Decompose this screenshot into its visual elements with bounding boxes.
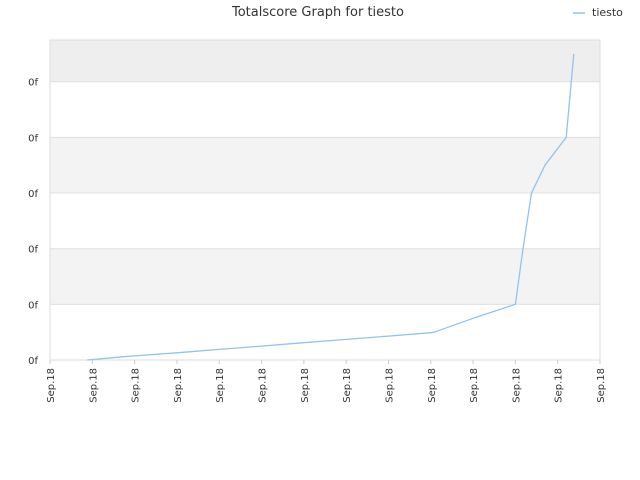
x-tick-label: Sep.18 — [131, 368, 142, 403]
x-tick-label: Sep.18 — [258, 368, 269, 403]
x-tick-label: Sep.18 — [511, 368, 522, 403]
x-tick-label: Sep.18 — [469, 368, 480, 403]
y-tick-label: 0f — [28, 300, 38, 311]
y-tick-label: 0f — [28, 78, 38, 89]
x-tick-label: Sep.18 — [384, 368, 395, 403]
x-tick-label: Sep.18 — [173, 368, 184, 403]
x-tick-label: Sep.18 — [427, 368, 438, 403]
grid-lines — [50, 81, 600, 305]
legend-label-tiesto: tiesto — [592, 6, 623, 19]
y-tick-label: 0f — [28, 189, 38, 200]
x-tick-label: Sep.18 — [300, 368, 311, 403]
series-layer — [87, 53, 575, 361]
y-axis-ticks: 0f 0f 0f 0f 0f 0f — [28, 78, 38, 367]
plot-band — [50, 81, 600, 138]
plot-band — [50, 193, 600, 249]
series-line-tiesto — [87, 53, 575, 361]
plot-band — [50, 304, 600, 360]
plot-frame — [49, 39, 601, 361]
y-tick-label: 0f — [28, 356, 38, 367]
plot-band — [50, 248, 600, 305]
chart-title: Totalscore Graph for tiesto — [231, 5, 404, 20]
plot-band — [50, 40, 600, 82]
x-tick-label: Sep.18 — [596, 368, 607, 403]
x-axis-ticks: Sep.18 Sep.18 Sep.18 Sep.18 Sep.18 Sep.18 Sep.… — [46, 360, 607, 403]
y-tick-label: 0f — [28, 133, 38, 144]
x-tick-label: Sep.18 — [88, 368, 99, 403]
x-tick-label: Sep.18 — [554, 368, 565, 403]
legend[interactable]: tiesto — [573, 6, 623, 19]
plot-band — [50, 137, 600, 194]
y-tick-label: 0f — [28, 245, 38, 256]
x-tick-label: Sep.18 — [215, 368, 226, 403]
plot-bands — [50, 40, 600, 360]
x-tick-label: Sep.18 — [46, 368, 57, 403]
x-tick-label: Sep.18 — [342, 368, 353, 403]
